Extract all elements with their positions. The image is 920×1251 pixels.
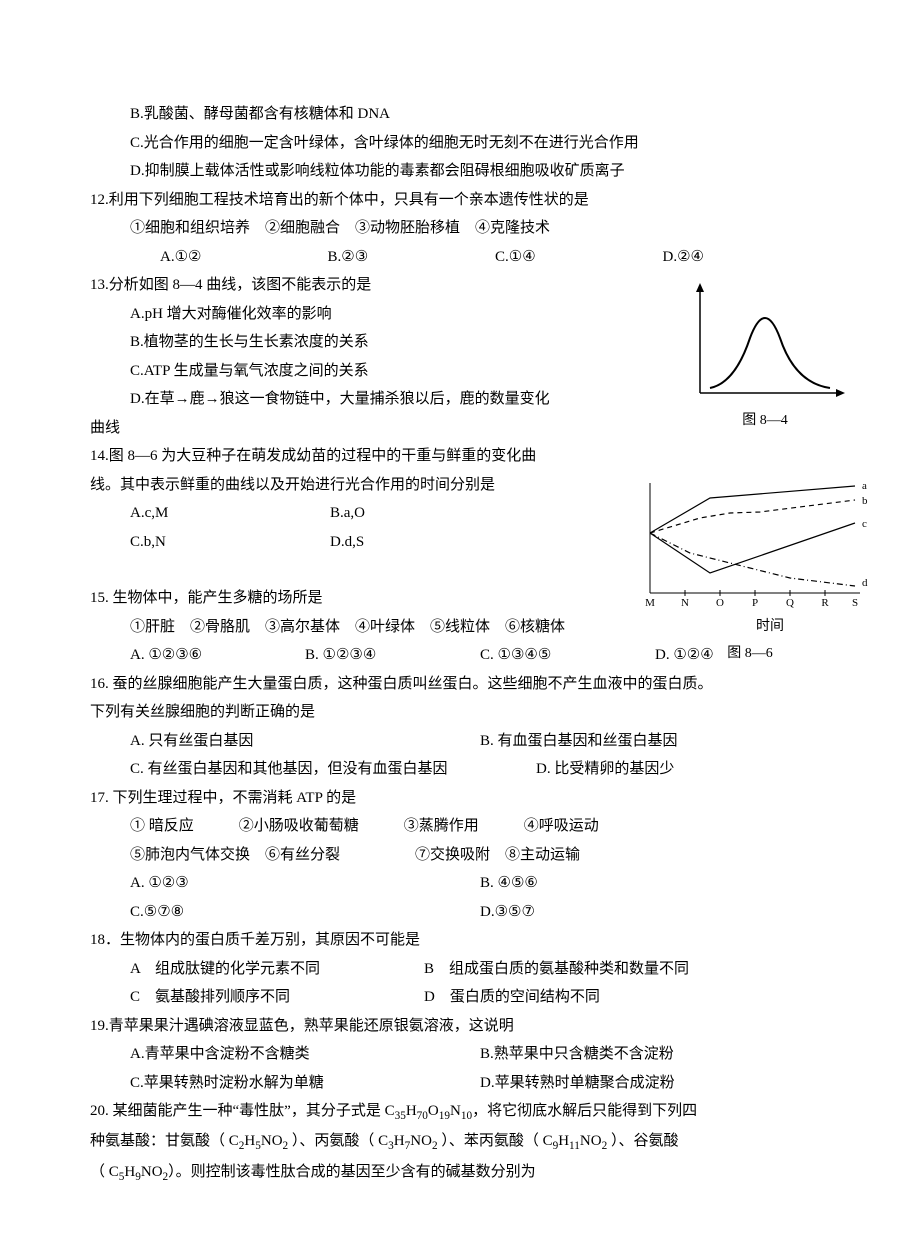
- q15-b: B. ①②③④: [305, 641, 480, 670]
- q14-options-row2: C.b,N D.d,S: [90, 528, 530, 557]
- q17-c: C.⑤⑦⑧: [130, 898, 480, 927]
- q12-a: A.①②: [160, 243, 328, 272]
- q20-f5b: 9: [135, 1171, 141, 1183]
- q17-a: A. ①②③: [130, 869, 480, 898]
- q20-f3b: 7: [405, 1140, 411, 1152]
- q20-f4a: 9: [553, 1140, 559, 1152]
- q15-a: A. ①②③⑥: [130, 641, 305, 670]
- q20-f3a: 3: [388, 1140, 394, 1152]
- svg-text:Q: Q: [786, 597, 794, 609]
- q17-b: B. ④⑤⑥: [480, 869, 830, 898]
- q20-l2c: ）、苯丙氨酸（ C: [438, 1133, 553, 1149]
- q17-row2: C.⑤⑦⑧ D.③⑤⑦: [90, 898, 830, 927]
- q20-l3b: 。则控制该毒性肽合成的基因至少含有的碱基数分别为: [176, 1164, 536, 1180]
- q16-stem1: 16. 蚕的丝腺细胞能产生大量蛋白质，这种蛋白质叫丝蛋白。这些细胞不产生血液中的…: [90, 670, 830, 699]
- q20-f5c: 2: [163, 1171, 169, 1183]
- q12-b: B.②③: [328, 243, 496, 272]
- q16-b: B. 有血蛋白基因和丝蛋白基因: [480, 727, 830, 756]
- q18-d: D 蛋白质的空间结构不同: [424, 983, 830, 1012]
- q14-a: A.c,M: [130, 499, 330, 528]
- q19-stem: 19.青苹果果汁遇碘溶液显蓝色，熟苹果能还原银氨溶液，这说明: [90, 1012, 830, 1041]
- q16-row1: A. 只有丝蛋白基因 B. 有血蛋白基因和丝蛋白基因: [90, 727, 830, 756]
- q18-b: B 组成蛋白质的氨基酸种类和数量不同: [424, 955, 830, 984]
- q20-l1b: ，将它彻底水解后只能得到下列四: [472, 1103, 697, 1119]
- q14-d: D.d,S: [330, 528, 530, 557]
- svg-text:d: d: [862, 577, 868, 589]
- q14-b: B.a,O: [330, 499, 530, 528]
- q11-opt-d: D.抑制膜上载体活性或影响线粒体功能的毒素都会阻碍根细胞吸收矿质离子: [90, 157, 830, 186]
- q14-c: C.b,N: [130, 528, 330, 557]
- svg-text:b: b: [862, 495, 868, 507]
- q19-row1: A.青苹果中含淀粉不含糖类 B.熟苹果中只含糖类不含淀粉: [90, 1040, 830, 1069]
- q20-l2d: ）、谷氨酸: [607, 1133, 678, 1149]
- q15-c: C. ①③④⑤: [480, 641, 655, 670]
- svg-text:N: N: [681, 597, 689, 609]
- q20-line3: （ C5H9NO2）。则控制该毒性肽合成的基因至少含有的碱基数分别为: [90, 1158, 830, 1188]
- q12-c: C.①④: [495, 243, 663, 272]
- figure-8-6: a b c d M N O P Q R S: [630, 478, 870, 667]
- q19-d: D.苹果转熟时单糖聚合成淀粉: [480, 1069, 830, 1098]
- svg-text:R: R: [821, 597, 829, 609]
- q20-f2b: 5: [255, 1140, 261, 1152]
- figure-8-6-label: 图 8—6: [630, 641, 870, 668]
- q19-row2: C.苹果转熟时淀粉水解为单糖 D.苹果转熟时单糖聚合成淀粉: [90, 1069, 830, 1098]
- q20-f1a: 35: [395, 1110, 406, 1122]
- q20-line2: 种氨基酸：甘氨酸（ C2H5NO2 ）、丙氨酸（ C3H7NO2 ）、苯丙氨酸（…: [90, 1127, 830, 1157]
- figure-8-6-axis: 时间: [630, 614, 870, 641]
- q17-stem: 17. 下列生理过程中，不需消耗 ATP 的是: [90, 784, 830, 813]
- q11-opt-c: C.光合作用的细胞一定含叶绿体，含叶绿体的细胞无时无刻不在进行光合作用: [90, 129, 830, 158]
- q19-b: B.熟苹果中只含糖类不含淀粉: [480, 1040, 830, 1069]
- q12-options: A.①② B.②③ C.①④ D.②④: [90, 243, 830, 272]
- svg-text:c: c: [862, 518, 867, 530]
- q18-row1: A 组成肽键的化学元素不同 B 组成蛋白质的氨基酸种类和数量不同: [90, 955, 830, 984]
- q20-f5a: 5: [119, 1171, 125, 1183]
- q18-c: C 氨基酸排列顺序不同: [130, 983, 424, 1012]
- q20-f1d: 10: [461, 1110, 472, 1122]
- q20-l3a: （ C: [90, 1164, 119, 1180]
- q20-l1a: 20. 某细菌能产生一种“毒性肽”，其分子式是 C: [90, 1103, 395, 1119]
- q18-row2: C 氨基酸排列顺序不同 D 蛋白质的空间结构不同: [90, 983, 830, 1012]
- svg-text:a: a: [862, 480, 867, 492]
- q17-items2: ⑤肺泡内气体交换 ⑥有丝分裂 ⑦交换吸附 ⑧主动运输: [90, 841, 830, 870]
- q18-stem: 18．生物体内的蛋白质千差万别，其原因不可能是: [90, 926, 830, 955]
- q11-opt-b: B.乳酸菌、酵母菌都含有核糖体和 DNA: [90, 100, 830, 129]
- q14-stem1: 14.图 8—6 为大豆种子在萌发成幼苗的过程中的干重与鲜重的变化曲: [90, 442, 830, 471]
- svg-text:M: M: [645, 597, 655, 609]
- q17-d: D.③⑤⑦: [480, 898, 830, 927]
- q16-row2: C. 有丝蛋白基因和其他基因，但没有血蛋白基因 D. 比受精卵的基因少: [90, 755, 830, 784]
- svg-text:S: S: [852, 597, 858, 609]
- q20-l2a: 种氨基酸：甘氨酸（ C: [90, 1133, 239, 1149]
- q20-f1c: 19: [439, 1110, 450, 1122]
- q17-items1: ① 暗反应 ②小肠吸收葡萄糖 ③蒸腾作用 ④呼吸运动: [90, 812, 830, 841]
- q20-f2a: 2: [239, 1140, 245, 1152]
- q12-d: D.②④: [663, 243, 831, 272]
- figure-8-4: 图 8—4: [680, 278, 850, 435]
- q12-items: ①细胞和组织培养 ②细胞融合 ③动物胚胎移植 ④克隆技术: [90, 214, 830, 243]
- q12-stem: 12.利用下列细胞工程技术培育出的新个体中，只具有一个亲本遗传性状的是: [90, 186, 830, 215]
- q17-row1: A. ①②③ B. ④⑤⑥: [90, 869, 830, 898]
- svg-text:O: O: [716, 597, 724, 609]
- q16-stem2: 下列有关丝腺细胞的判断正确的是: [90, 698, 830, 727]
- q20-f1b: 70: [417, 1110, 428, 1122]
- q16-a: A. 只有丝蛋白基因: [130, 727, 480, 756]
- q16-d: D. 比受精卵的基因少: [536, 755, 830, 784]
- figure-8-4-label: 图 8—4: [680, 408, 850, 435]
- q18-a: A 组成肽键的化学元素不同: [130, 955, 424, 984]
- q20-l2b: ）、丙氨酸（ C: [288, 1133, 388, 1149]
- q14-options-row1: A.c,M B.a,O: [90, 499, 530, 528]
- q19-a: A.青苹果中含淀粉不含糖类: [130, 1040, 480, 1069]
- q19-c: C.苹果转熟时淀粉水解为单糖: [130, 1069, 480, 1098]
- q20-f4b: 11: [569, 1140, 580, 1152]
- q16-c: C. 有丝蛋白基因和其他基因，但没有血蛋白基因: [130, 755, 536, 784]
- svg-text:P: P: [752, 597, 758, 609]
- q20-line1: 20. 某细菌能产生一种“毒性肽”，其分子式是 C35H70O19N10，将它彻…: [90, 1097, 830, 1127]
